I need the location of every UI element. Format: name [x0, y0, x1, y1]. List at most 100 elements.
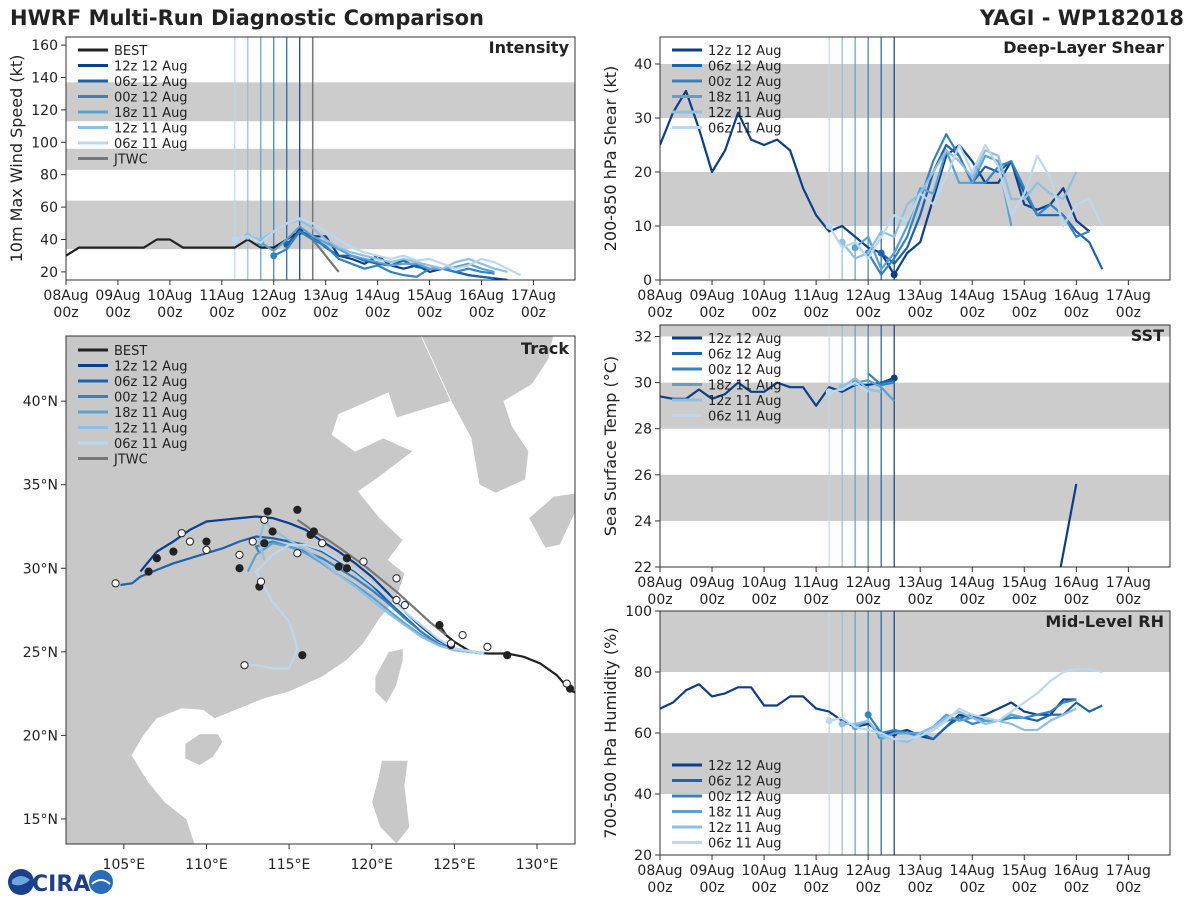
rh-xtick-label: 14Aug — [950, 863, 995, 879]
intensity-xtick-label: 17Aug — [511, 288, 556, 304]
track-position-marker — [293, 505, 302, 514]
shear-xtick-label: 17Aug — [1106, 288, 1151, 304]
rh-init-marker — [864, 711, 872, 719]
intensity-xtick-hour: 00z — [157, 305, 182, 321]
track-position-marker — [298, 651, 307, 660]
sst-panel: 22242628303208Aug00z09Aug00z10Aug00z11Au… — [601, 324, 1171, 608]
intensity-xtick-hour: 00z — [105, 305, 130, 321]
track-legend-label: JTWC — [113, 453, 148, 468]
sst-legend-label: 18z 11 Aug — [708, 379, 782, 394]
intensity-xtick-label: 16Aug — [459, 288, 504, 304]
shear-series-line — [867, 133, 1090, 276]
rh-xtick-hour: 00z — [699, 880, 724, 896]
hainan — [184, 733, 224, 766]
track-line — [242, 543, 485, 670]
rh-init-marker — [825, 717, 833, 725]
rh-legend-label: 06z 11 Aug — [708, 837, 782, 852]
rh-series-line — [842, 707, 1077, 744]
rh-xtick-hour: 00z — [1116, 880, 1141, 896]
shear-xtick-label: 11Aug — [794, 288, 839, 304]
sst-band-0 — [660, 474, 1170, 521]
track-position-marker — [235, 564, 244, 573]
rh-series-line — [660, 683, 1077, 741]
track-position-marker — [268, 527, 277, 536]
intensity-xtick-hour: 00z — [365, 305, 390, 321]
rh-xtick-hour: 00z — [1064, 880, 1089, 896]
track-position-marker — [342, 554, 352, 563]
sst-legend-label: 06z 12 Aug — [708, 348, 782, 363]
intensity-legend-label: 18z 11 Aug — [114, 106, 188, 121]
intensity-legend-label: 06z 12 Aug — [114, 75, 188, 90]
shear-series-line — [854, 149, 1013, 271]
rh-band-0 — [660, 733, 1170, 794]
sst-xtick-label: 12Aug — [846, 575, 891, 591]
sst-xtick-hour: 00z — [1012, 592, 1037, 608]
shear-xtick-hour: 00z — [960, 305, 985, 321]
shear-plot-area — [660, 37, 1170, 280]
track-ytick-label: 25°N — [23, 645, 58, 661]
track-frame — [65, 335, 576, 845]
track-position-marker — [202, 537, 211, 546]
sst-legend-label: 12z 11 Aug — [708, 394, 782, 409]
rh-xtick-hour: 00z — [647, 880, 672, 896]
shear-xtick-label: 12Aug — [846, 288, 891, 304]
sst-series-line — [855, 379, 896, 402]
intensity-ytick-label: 20 — [40, 265, 58, 281]
intensity-ytick-label: 160 — [31, 38, 58, 54]
sst-frame — [659, 324, 1171, 568]
track-panel: 105°E 110°E 115°E 120°E 125°E 130°E 15°N 20°N 25… — [23, 335, 576, 873]
shear-series-line — [841, 149, 1078, 260]
shear-xtick-hour: 00z — [751, 305, 776, 321]
intensity-legend-label: 12z 11 Aug — [114, 122, 188, 137]
shear-xtick-label: 09Aug — [689, 288, 734, 304]
intensity-legend-label: 00z 12 Aug — [114, 91, 188, 106]
rh-xtick-hour: 00z — [908, 880, 933, 896]
sst-series-line — [841, 376, 882, 393]
luzon — [371, 760, 411, 844]
intensity-series-line — [66, 230, 314, 257]
shear-legend-label: 00z 12 Aug — [708, 75, 782, 90]
track-position-marker — [446, 639, 456, 648]
intensity-xtick-hour: 00z — [521, 305, 546, 321]
track-xtick-label: 125°E — [433, 857, 476, 873]
track-position-marker — [202, 545, 211, 554]
intensity-xtick-hour: 00z — [261, 305, 286, 321]
shear-xtick-label: 10Aug — [742, 288, 787, 304]
shear-legend-label: 18z 11 Aug — [708, 91, 782, 106]
shear-frame — [659, 36, 1171, 281]
sst-xtick-label: 17Aug — [1106, 575, 1151, 591]
shear-xtick-hour: 00z — [699, 305, 724, 321]
intensity-xtick-label: 13Aug — [303, 288, 348, 304]
track-position-marker — [458, 631, 467, 640]
shear-legend-label: 06z 12 Aug — [708, 60, 782, 75]
sst-xtick-label: 10Aug — [742, 575, 787, 591]
sst-plot-area — [660, 325, 1170, 567]
logo-seal-icon — [89, 870, 113, 894]
intensity-xtick-label: 11Aug — [199, 288, 244, 304]
intensity-xtick-hour: 00z — [417, 305, 442, 321]
track-ytick-label: 15°N — [23, 812, 58, 828]
intensity-legend-label: JTWC — [113, 153, 148, 168]
track-legend-label: 18z 11 Aug — [114, 406, 188, 421]
shear-xtick-label: 13Aug — [898, 288, 943, 304]
sst-ytick-label: 26 — [634, 468, 652, 484]
intensity-xtick-label: 09Aug — [95, 288, 140, 304]
shear-panel: 01020304008Aug00z09Aug00z10Aug00z11Aug00… — [601, 36, 1171, 321]
track-position-marker — [392, 595, 401, 605]
rh-title: Mid-Level RH — [1045, 612, 1164, 631]
track-legend-label: BEST — [114, 344, 147, 359]
intensity-xtick-label: 10Aug — [147, 288, 192, 304]
intensity-xtick-label: 15Aug — [407, 288, 452, 304]
intensity-band-2 — [66, 82, 575, 122]
rh-series-line — [828, 667, 1103, 741]
track-xtick-label: 105°E — [103, 857, 146, 873]
rh-plot-area — [660, 611, 1170, 855]
sst-xtick-hour: 00z — [751, 592, 776, 608]
track-position-marker — [263, 507, 272, 516]
sst-ytick-label: 22 — [634, 560, 652, 576]
sst-legend-label: 00z 12 Aug — [708, 363, 782, 378]
shear-legend-label: 12z 12 Aug — [708, 44, 782, 59]
sst-xtick-label: 15Aug — [1002, 575, 1047, 591]
intensity-ytick-label: 100 — [31, 135, 58, 151]
